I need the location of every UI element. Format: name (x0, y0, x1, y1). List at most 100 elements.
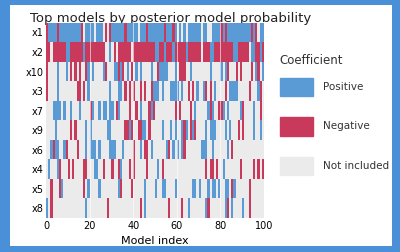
Bar (96, 23, 98, 42)
Bar (225, 199, 227, 218)
Bar (240, 23, 242, 42)
Bar (85, 42, 88, 62)
Bar (142, 81, 144, 101)
Bar (129, 140, 131, 159)
Bar (225, 42, 227, 62)
Bar (186, 120, 188, 140)
Bar (118, 179, 120, 199)
Bar (122, 23, 124, 42)
Bar (57, 42, 59, 62)
Bar (118, 42, 120, 62)
Bar (48, 62, 50, 81)
Bar (166, 140, 168, 159)
Bar (214, 23, 216, 42)
Bar (225, 23, 227, 42)
Bar (46, 140, 48, 159)
Bar (116, 120, 118, 140)
Bar (164, 120, 166, 140)
Bar (70, 101, 72, 120)
Bar (105, 23, 107, 42)
Bar (234, 42, 236, 62)
Bar (170, 120, 172, 140)
Bar (153, 159, 155, 179)
Bar (48, 120, 50, 140)
Bar (186, 179, 188, 199)
Bar (188, 140, 190, 159)
Bar (105, 62, 107, 81)
FancyBboxPatch shape (280, 78, 313, 96)
Bar (50, 101, 52, 120)
Bar (181, 81, 183, 101)
Bar (76, 199, 79, 218)
Bar (120, 42, 122, 62)
Bar (66, 199, 68, 218)
Bar (251, 140, 253, 159)
Bar (177, 62, 179, 81)
Bar (144, 140, 146, 159)
Bar (52, 42, 55, 62)
Bar (144, 179, 146, 199)
Bar (64, 179, 66, 199)
Bar (183, 101, 186, 120)
Bar (127, 81, 129, 101)
Bar (168, 81, 170, 101)
Bar (50, 23, 52, 42)
Bar (205, 179, 207, 199)
Bar (242, 42, 244, 62)
Bar (229, 120, 231, 140)
Bar (118, 101, 120, 120)
Bar (74, 81, 76, 101)
Bar (170, 159, 172, 179)
Bar (131, 81, 133, 101)
Bar (186, 23, 188, 42)
Bar (83, 81, 85, 101)
Bar (210, 23, 212, 42)
Bar (76, 42, 79, 62)
Bar (98, 23, 100, 42)
Bar (133, 159, 135, 179)
Bar (66, 140, 68, 159)
Bar (90, 23, 92, 42)
Bar (109, 81, 111, 101)
Bar (196, 101, 199, 120)
Bar (148, 120, 151, 140)
Bar (159, 101, 162, 120)
Bar (201, 140, 203, 159)
Bar (148, 179, 151, 199)
Bar (94, 101, 96, 120)
Bar (157, 199, 159, 218)
Bar (138, 159, 140, 179)
Bar (135, 81, 138, 101)
Bar (140, 62, 142, 81)
Bar (155, 140, 157, 159)
Bar (72, 159, 74, 179)
Bar (155, 42, 157, 62)
Bar (166, 120, 168, 140)
Bar (111, 179, 114, 199)
Bar (81, 159, 83, 179)
Bar (240, 81, 242, 101)
Bar (238, 101, 240, 120)
Bar (148, 159, 151, 179)
Bar (170, 62, 172, 81)
Bar (114, 81, 116, 101)
Bar (210, 120, 212, 140)
Bar (96, 159, 98, 179)
Bar (50, 62, 52, 81)
Bar (72, 120, 74, 140)
Bar (131, 140, 133, 159)
Bar (155, 159, 157, 179)
Bar (238, 179, 240, 199)
Bar (140, 140, 142, 159)
Bar (70, 140, 72, 159)
Bar (227, 140, 229, 159)
Bar (85, 120, 88, 140)
Bar (155, 23, 157, 42)
Bar (227, 179, 229, 199)
Bar (155, 81, 157, 101)
Bar (59, 120, 61, 140)
Bar (183, 42, 186, 62)
Bar (225, 120, 227, 140)
Bar (190, 62, 192, 81)
Bar (81, 42, 83, 62)
